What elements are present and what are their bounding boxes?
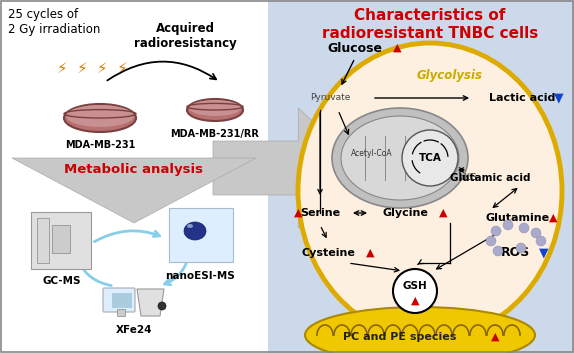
Text: PC and PE species: PC and PE species	[343, 332, 457, 342]
Bar	[268, 0, 574, 353]
Text: Glutamine: Glutamine	[486, 213, 550, 223]
Text: Glutamic acid: Glutamic acid	[450, 173, 530, 183]
Bar	[112, 293, 132, 308]
Text: MDA-MB-231/RR: MDA-MB-231/RR	[170, 129, 259, 139]
Text: Pyruvate: Pyruvate	[310, 94, 350, 102]
Circle shape	[503, 220, 513, 230]
Ellipse shape	[332, 108, 468, 208]
Bar	[0, 0, 268, 353]
Circle shape	[393, 269, 437, 313]
Circle shape	[536, 236, 546, 246]
Ellipse shape	[189, 100, 241, 116]
Text: Glycolysis: Glycolysis	[417, 68, 483, 82]
Circle shape	[402, 130, 458, 186]
Text: ⚡: ⚡	[57, 60, 67, 76]
Bar	[52, 225, 70, 253]
Text: ▲: ▲	[491, 332, 499, 342]
Ellipse shape	[184, 222, 206, 240]
Ellipse shape	[66, 105, 134, 127]
Ellipse shape	[341, 116, 459, 200]
Circle shape	[516, 243, 526, 253]
Text: 25 cycles of
2 Gy irradiation: 25 cycles of 2 Gy irradiation	[8, 8, 100, 36]
Text: Cysteine: Cysteine	[301, 248, 355, 258]
Text: ▲: ▲	[366, 248, 374, 258]
Ellipse shape	[64, 104, 136, 132]
Text: Lactic acid: Lactic acid	[489, 93, 555, 103]
Circle shape	[493, 246, 503, 256]
FancyBboxPatch shape	[103, 288, 135, 312]
Circle shape	[531, 228, 541, 238]
FancyBboxPatch shape	[169, 208, 233, 262]
Polygon shape	[213, 108, 363, 228]
Text: Acetyl-CoA: Acetyl-CoA	[351, 149, 393, 157]
Text: GC-MS: GC-MS	[42, 276, 82, 286]
Circle shape	[519, 223, 529, 233]
Text: XFe24: XFe24	[116, 325, 152, 335]
Text: Characteristics of: Characteristics of	[354, 8, 506, 23]
Text: Glucose: Glucose	[328, 42, 382, 54]
Text: αKG: αKG	[459, 174, 477, 183]
Text: GSH: GSH	[402, 281, 428, 291]
Text: ▼: ▼	[539, 246, 549, 259]
Text: radioresistant TNBC cells: radioresistant TNBC cells	[322, 26, 538, 41]
Text: ▲: ▲	[294, 208, 302, 218]
Circle shape	[486, 236, 496, 246]
Text: ▲: ▲	[411, 296, 419, 306]
Text: Metabolic analysis: Metabolic analysis	[64, 163, 204, 176]
Text: nanoESI-MS: nanoESI-MS	[165, 271, 235, 281]
Text: TCA: TCA	[418, 153, 441, 163]
Text: ▲: ▲	[549, 213, 557, 223]
Text: Serine: Serine	[300, 208, 340, 218]
Ellipse shape	[305, 307, 535, 353]
Circle shape	[491, 226, 501, 236]
Circle shape	[158, 302, 166, 310]
Text: ▲: ▲	[439, 208, 447, 218]
FancyBboxPatch shape	[31, 212, 91, 269]
Text: MDA-MB-231: MDA-MB-231	[65, 140, 135, 150]
Ellipse shape	[187, 99, 243, 121]
Text: ⚡: ⚡	[76, 60, 87, 76]
Ellipse shape	[298, 43, 562, 339]
Polygon shape	[137, 289, 164, 316]
Ellipse shape	[187, 224, 193, 228]
Text: ▼: ▼	[554, 91, 564, 104]
Text: Glycine: Glycine	[382, 208, 428, 218]
Bar	[117, 309, 125, 316]
Text: ▲: ▲	[393, 43, 401, 53]
Text: ROS: ROS	[501, 246, 530, 259]
Text: Acquired
radioresistancy: Acquired radioresistancy	[134, 22, 236, 50]
Polygon shape	[12, 158, 256, 223]
Text: ⚡: ⚡	[117, 60, 127, 76]
Bar	[37, 218, 49, 263]
Text: ⚡: ⚡	[96, 60, 107, 76]
